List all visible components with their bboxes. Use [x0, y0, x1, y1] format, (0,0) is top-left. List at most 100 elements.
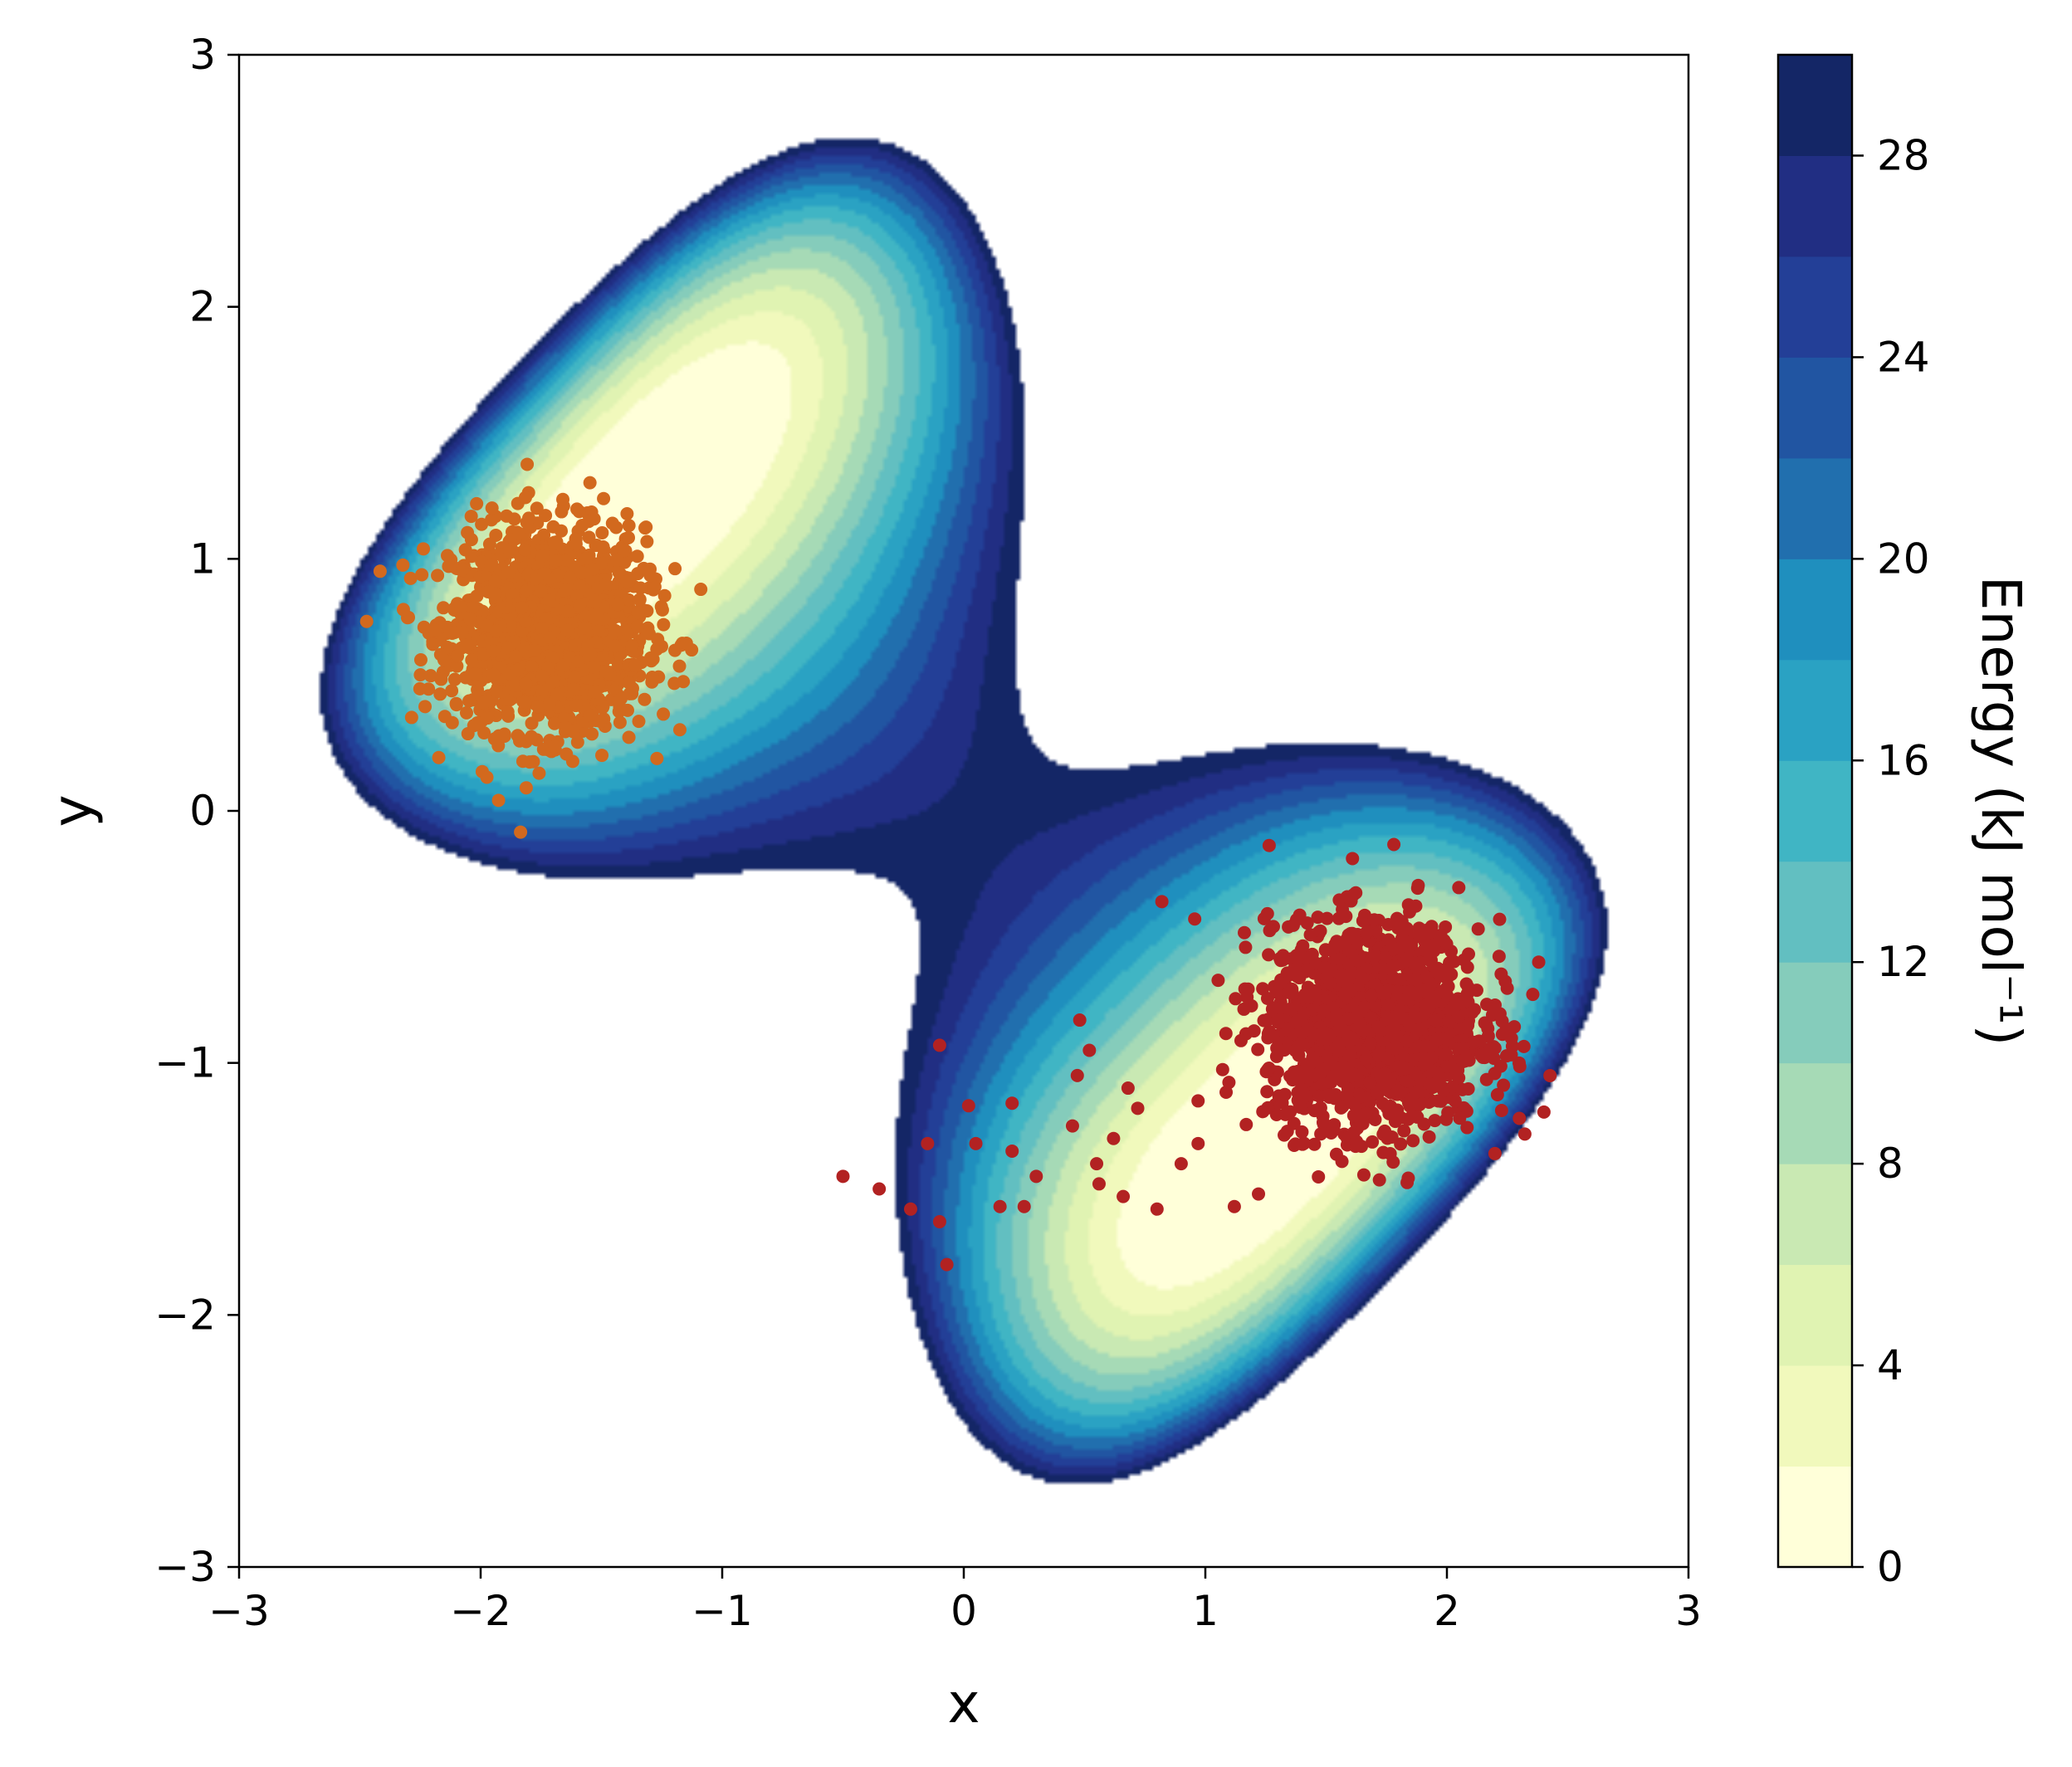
scatter-point [1341, 1012, 1356, 1026]
scatter-point [617, 544, 631, 558]
scatter-point [1493, 912, 1507, 926]
scatter-point [1453, 1111, 1467, 1125]
scatter-point [1439, 1031, 1454, 1045]
scatter-point [1344, 984, 1358, 998]
scatter-point [1364, 1011, 1378, 1025]
scatter-point [1400, 1034, 1414, 1048]
scatter-point [542, 593, 556, 607]
scatter-point-outlier [1092, 1177, 1106, 1191]
scatter-point [571, 654, 585, 668]
scatter-point [1290, 969, 1304, 984]
scatter-point [1400, 1074, 1415, 1088]
scatter-point [1424, 954, 1438, 968]
scatter-point [594, 715, 608, 729]
scatter-point [428, 623, 442, 637]
scatter-point [518, 543, 532, 557]
scatter-point [677, 675, 691, 689]
scatter-point [437, 601, 451, 615]
scatter-point [485, 501, 499, 515]
scatter-point [668, 562, 682, 576]
scatter-point [481, 711, 495, 725]
scatter-point [450, 659, 464, 673]
scatter-point [613, 715, 627, 730]
scatter-point-outlier [993, 1199, 1007, 1213]
scatter-point [1517, 1127, 1532, 1141]
scatter-point [1411, 962, 1425, 976]
scatter-point-outlier [1532, 955, 1546, 969]
scatter-point [515, 601, 529, 615]
scatter-point-outlier [1070, 1068, 1084, 1082]
scatter-point [484, 559, 498, 573]
scatter-point [638, 521, 652, 535]
scatter-point [573, 598, 587, 613]
scatter-point [1393, 973, 1407, 987]
scatter-point [1471, 922, 1485, 936]
scatter-point [583, 476, 597, 490]
scatter-point [1381, 1012, 1395, 1026]
scatter-point [1301, 1023, 1315, 1037]
scatter-point [437, 710, 452, 724]
x-axis-label: x [947, 1672, 980, 1735]
scatter-point [1350, 954, 1364, 968]
scatter-point [525, 730, 539, 744]
scatter-point [1287, 1116, 1301, 1130]
scatter-point [396, 603, 410, 617]
scatter-point [525, 660, 539, 674]
scatter-point [1488, 1067, 1502, 1081]
colorbar: 0 4 8 12 16 20 24 28 Energy (kJ mol⁻¹) [1776, 53, 2033, 1591]
scatter-point [1400, 1175, 1415, 1189]
scatter-point [1273, 976, 1288, 990]
scatter-point [520, 457, 535, 471]
y-tick-label: 3 [189, 31, 216, 79]
x-tick-label: 3 [1675, 1587, 1702, 1635]
scatter-point [572, 505, 586, 519]
scatter-point [563, 570, 577, 584]
scatter-point [1211, 974, 1225, 988]
scatter-point [456, 563, 470, 577]
scatter-point [547, 716, 561, 730]
scatter-point [1398, 1062, 1412, 1076]
scatter-point [1276, 953, 1290, 967]
scatter-point [1392, 941, 1406, 955]
scatter-point [672, 723, 687, 737]
x-tick-label: 0 [950, 1587, 977, 1635]
scatter-point [568, 670, 582, 684]
scatter-point [549, 554, 563, 568]
scatter-point [1411, 878, 1425, 892]
scatter-point [373, 564, 387, 578]
scatter-point [625, 638, 639, 652]
scatter-point [579, 551, 593, 565]
scatter-point [1462, 947, 1476, 961]
scatter-point [487, 732, 501, 746]
scatter-point [595, 525, 609, 539]
scatter-point [445, 684, 459, 698]
scatter-point [426, 637, 440, 652]
colorbar-tick-label: 24 [1877, 333, 1930, 381]
scatter-point [599, 578, 613, 592]
scatter-point [1263, 924, 1277, 938]
scatter-point [694, 583, 708, 597]
scatter-point [1388, 1042, 1402, 1056]
scatter-point [417, 620, 431, 634]
scatter-point [1237, 925, 1251, 940]
scatter-point [418, 700, 432, 714]
x-tick-label: −3 [208, 1587, 270, 1635]
scatter-point [1355, 1140, 1369, 1154]
scatter-point [545, 651, 560, 665]
scatter-point [1294, 1068, 1308, 1082]
scatter-point [1402, 984, 1416, 998]
scatter-point-outlier [1017, 1199, 1031, 1213]
scatter-point [1467, 1035, 1481, 1049]
scatter-point [1378, 1067, 1392, 1081]
scatter-point [599, 665, 613, 679]
energy-contour-image [239, 55, 1688, 1567]
scatter-point-outlier [836, 1169, 850, 1184]
scatter-point [1342, 944, 1356, 958]
scatter-point [1381, 998, 1395, 1012]
scatter-point [1346, 852, 1360, 866]
scatter-point [611, 657, 625, 671]
scatter-point [514, 825, 528, 839]
scatter-point-outlier [940, 1257, 954, 1272]
scatter-point-outlier [1227, 1199, 1241, 1213]
scatter-point [455, 626, 469, 640]
